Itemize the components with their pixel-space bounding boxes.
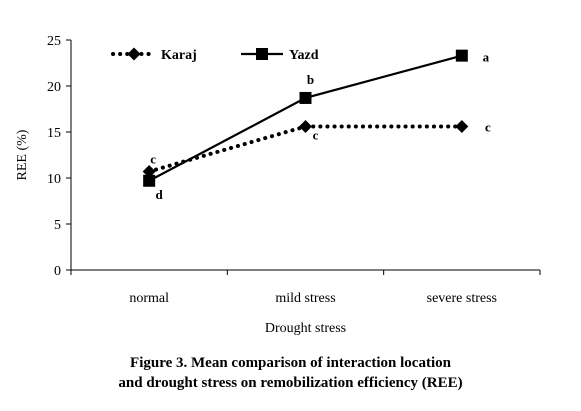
x-axis-title: Drought stress [265,321,346,336]
significance-label: c [485,119,491,134]
figure-caption: Figure 3. Mean comparison of interaction… [0,353,581,393]
y-axis: 0 5 10 15 20 25 [47,34,72,279]
caption-line-1: Figure 3. Mean comparison of interaction… [130,355,451,371]
significance-label: b [307,72,314,87]
line-chart: 0 5 10 15 20 25 normal mild stress severe stres… [15,34,541,336]
series-yazd: d b a [143,49,490,202]
data-point-yazd [455,49,468,62]
legend-marker [256,48,268,60]
significance-label: c [313,127,319,142]
significance-label: d [156,187,164,202]
legend-label: Karaj [161,48,197,63]
legend-item-yazd: Yazd [241,48,319,63]
plot-series: c c c d b a [142,49,491,202]
legend: Karaj Yazd [111,47,319,63]
data-point-karaj [299,119,312,133]
caption-line-2: and drought stress on remobilization eff… [118,375,463,391]
x-axis: normal mild stress severe stress [70,269,541,306]
x-category-label: severe stress [427,291,497,306]
significance-label: c [150,152,156,167]
series-line-yazd [148,54,463,182]
legend-item-karaj: Karaj [111,47,197,63]
significance-label: a [483,50,490,65]
y-axis-title: REE (%) [15,129,30,180]
data-point-yazd [143,174,156,187]
y-tick-label: 20 [47,80,61,95]
series-karaj: c c c [142,119,491,179]
y-tick-label: 10 [47,172,61,187]
legend-marker [127,47,141,61]
series-line-karaj [147,124,464,174]
x-category-label: normal [129,291,169,306]
y-tick-label: 15 [47,126,61,141]
y-tick-label: 5 [54,218,61,233]
data-point-karaj [455,119,469,133]
legend-label: Yazd [289,48,319,63]
x-category-label: mild stress [275,291,335,306]
y-tick-label: 0 [54,264,61,279]
y-tick-label: 25 [47,34,61,49]
data-point-yazd [299,91,312,104]
